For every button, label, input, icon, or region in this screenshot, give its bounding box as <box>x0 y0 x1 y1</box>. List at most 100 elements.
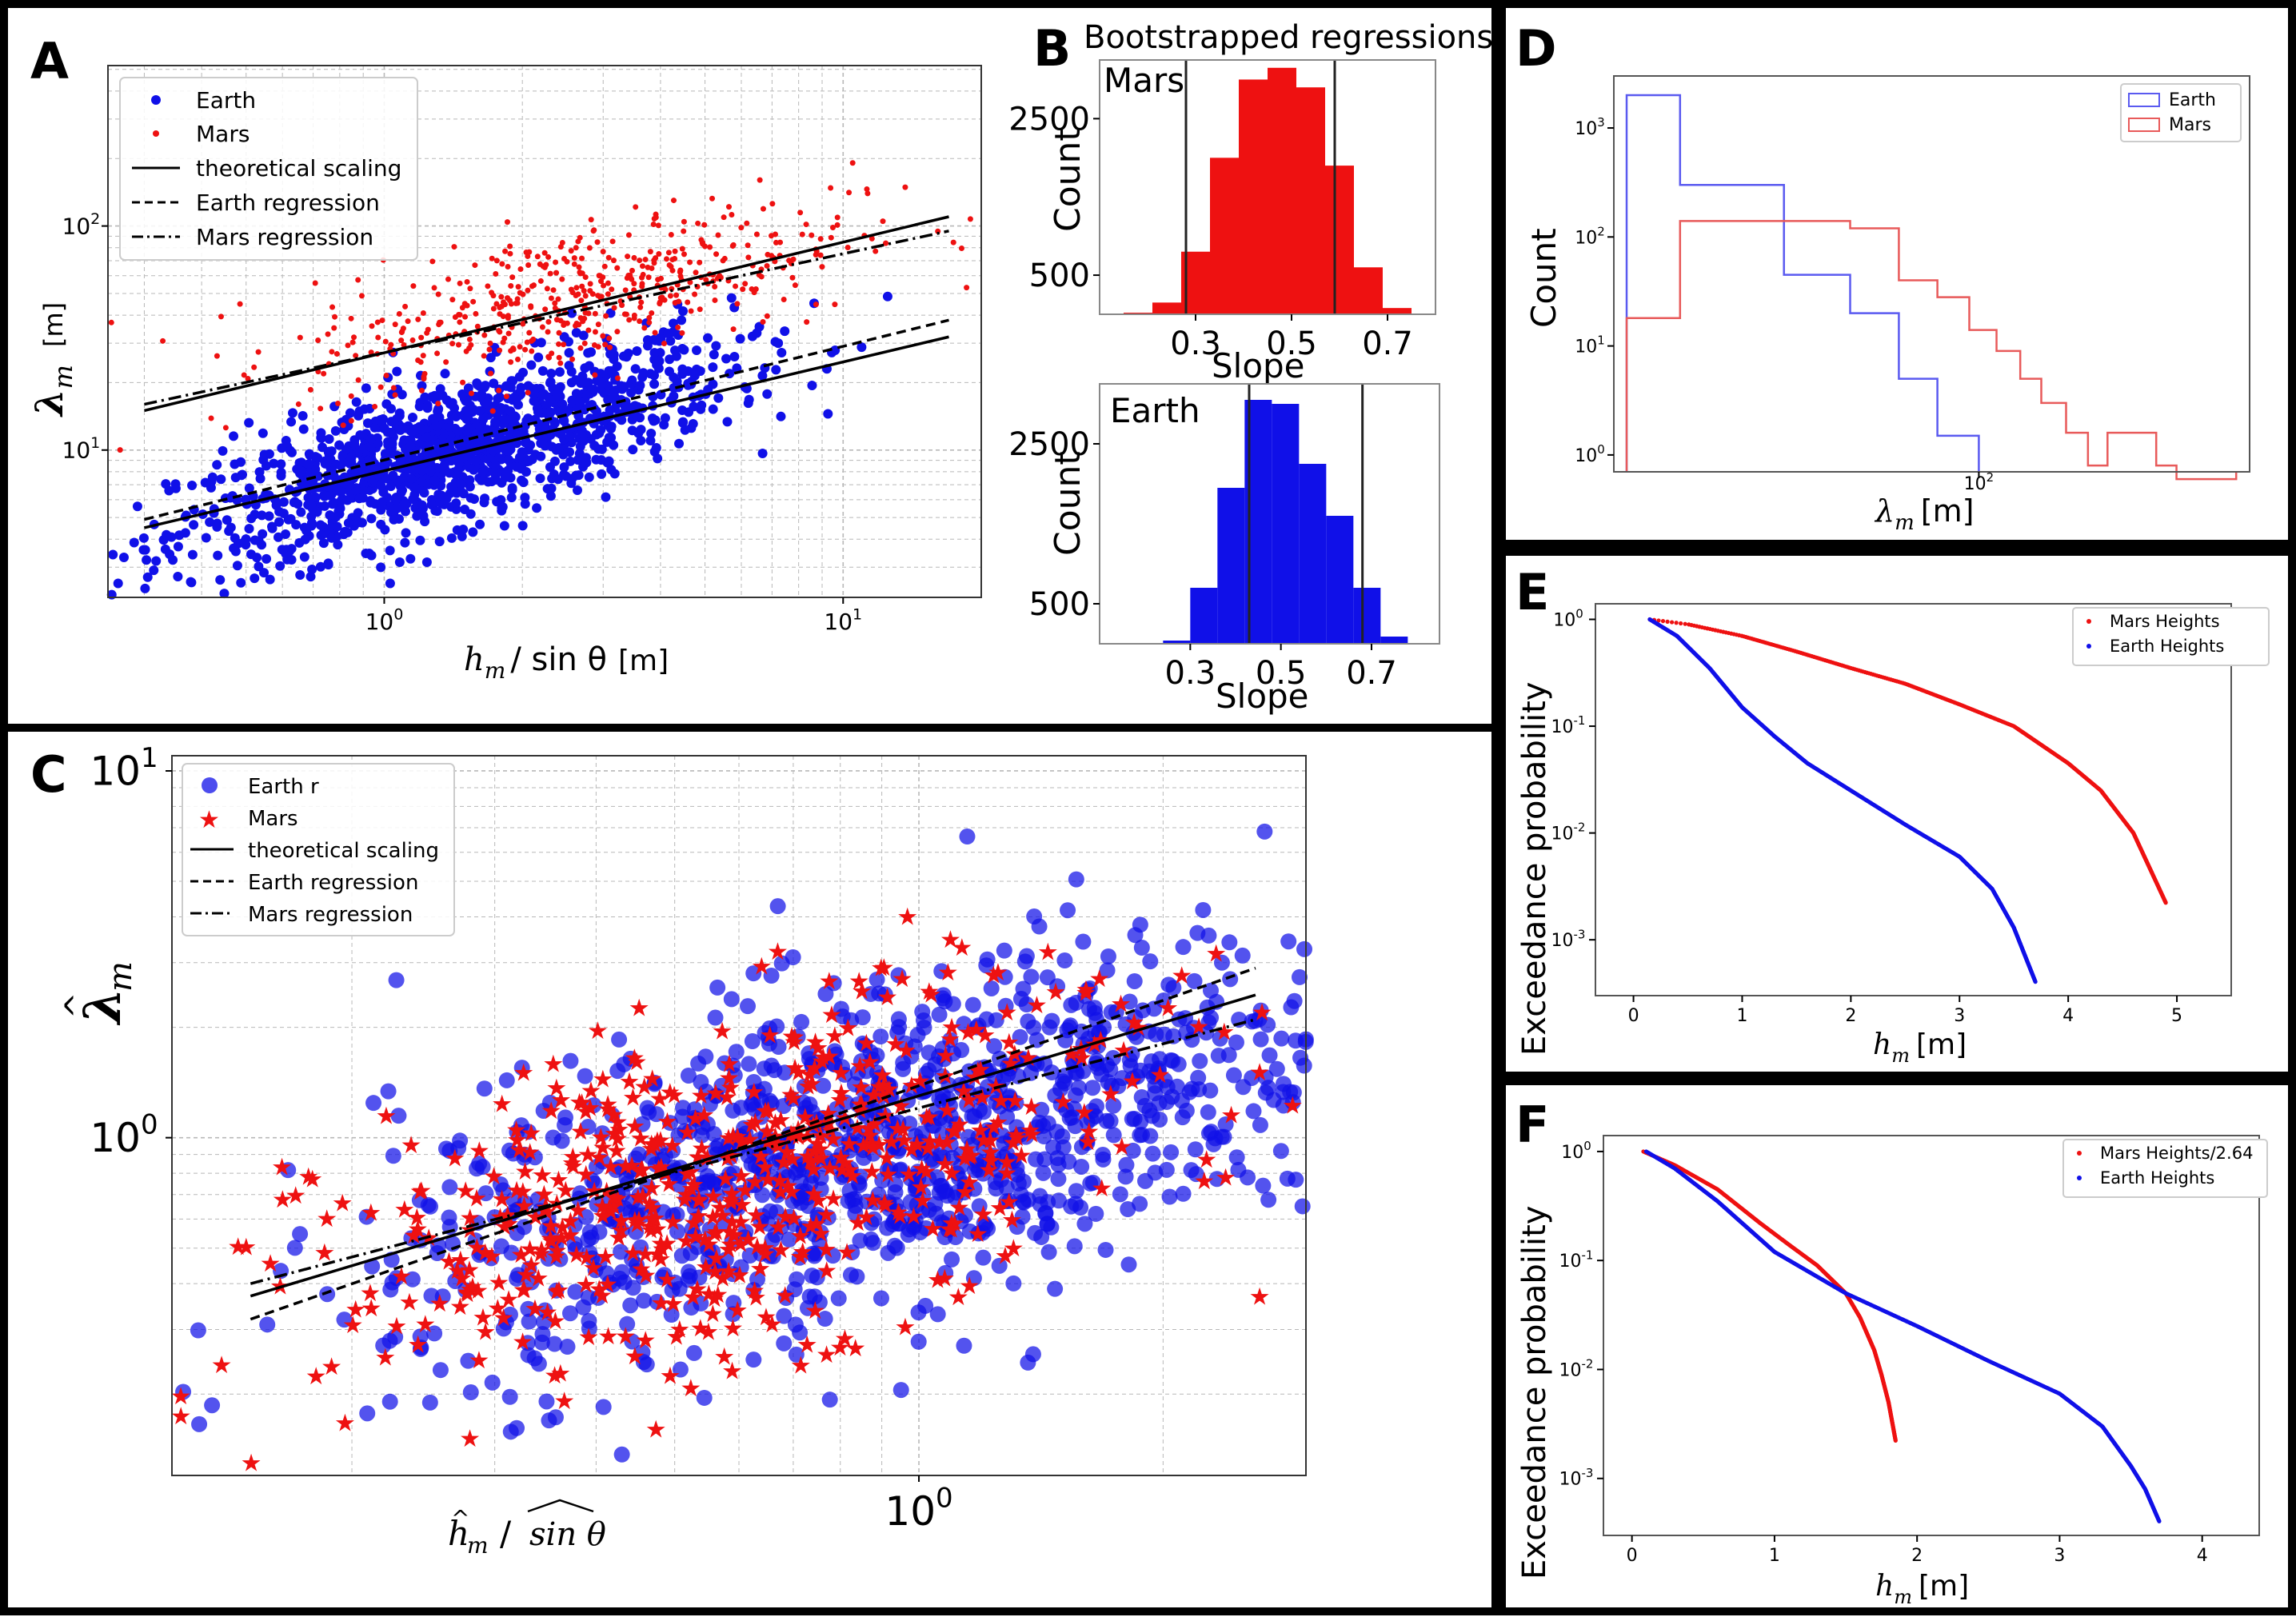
chart-a-point-earth <box>299 552 309 562</box>
chart-a-point-earth <box>389 514 399 525</box>
chart-a-ytick-label: 101 <box>62 434 101 464</box>
chart-a-point-mars <box>676 298 682 305</box>
chart-a-point-earth <box>545 462 555 473</box>
chart-a-point-mars <box>542 306 549 313</box>
chart-a-point-mars <box>707 244 713 250</box>
chart-a-point-earth <box>232 561 242 571</box>
chart-a-point-mars <box>464 278 470 285</box>
chart-a-point-earth <box>300 534 310 545</box>
chart-a-point-earth <box>305 572 316 582</box>
chart-a-point-mars <box>734 301 741 307</box>
chart-c-point-earth <box>1018 948 1035 964</box>
chart-a-point-earth <box>564 361 574 371</box>
chart-c-point-mars: ★ <box>996 1148 1017 1176</box>
chart-a-legend-theory: theoretical scaling <box>196 155 401 182</box>
chart-b-earth-bars <box>1136 400 1408 644</box>
chart-c-point-mars: ★ <box>669 1316 690 1344</box>
chart-a-point-mars <box>577 345 584 351</box>
chart-a-point-earth <box>554 367 565 377</box>
chart-c-point-earth <box>190 1322 206 1339</box>
chart-a-point-earth <box>762 389 773 399</box>
chart-a-point-mars <box>382 338 389 345</box>
chart-a-point-mars <box>490 305 497 312</box>
chart-a-point-earth <box>296 507 306 517</box>
chart-a-point-mars <box>540 263 546 270</box>
chart-d-xlabel: λm [m] <box>1874 493 1974 535</box>
chart-c-legend-marsreg: Mars regression <box>248 903 413 927</box>
chart-b-mars-bar <box>1152 302 1181 314</box>
chart-c-point-earth <box>1040 1244 1057 1260</box>
chart-a-point-mars <box>667 293 673 299</box>
chart-a-point-mars <box>649 265 655 271</box>
chart-a-point-earth <box>230 473 241 483</box>
chart-d-ytick-label-base: 10 <box>1575 446 1597 466</box>
chart-a-point-earth <box>604 456 614 466</box>
chart-a-point-earth <box>432 506 442 517</box>
chart-c-point-earth <box>1200 1104 1216 1120</box>
chart-c-point-mars: ★ <box>690 1082 712 1110</box>
chart-a-point-mars <box>605 280 611 286</box>
chart-a-point-mars <box>208 415 214 421</box>
chart-a-point-mars <box>637 304 644 310</box>
chart-c-point-mars: ★ <box>784 1024 805 1052</box>
chart-c-point-mars: ★ <box>1171 962 1192 990</box>
chart-c-point-earth <box>1256 823 1273 840</box>
chart-a-point-mars <box>849 160 856 166</box>
chart-c-ytick-label-exp: 1 <box>141 742 158 774</box>
chart-c-point-mars: ★ <box>849 968 870 996</box>
chart-a-point-mars <box>545 254 552 260</box>
chart-a-point-mars <box>508 283 514 289</box>
chart-a-point-earth <box>401 528 411 538</box>
chart-a-point-mars <box>579 283 585 289</box>
chart-a-point-mars <box>697 306 703 313</box>
chart-a-point-earth <box>689 370 700 381</box>
chart-a-point-earth <box>373 438 383 449</box>
chart-a-point-mars <box>721 214 727 221</box>
chart-c-point-earth <box>1273 1030 1290 1047</box>
chart-a-point-mars <box>355 277 361 283</box>
chart-a-point-mars <box>712 283 718 289</box>
chart-a-point-mars <box>514 296 521 302</box>
chart-a-point-earth <box>288 408 298 418</box>
frame-e <box>1498 548 2296 1080</box>
chart-a-line-solid <box>144 215 949 413</box>
chart-c: ★★ ★★★★★★★★★★★★★★★★★★★★★★★★★★★★★★★★★★★★★★… <box>59 742 1314 1559</box>
chart-a-point-mars <box>681 251 687 258</box>
chart-a-point-mars <box>777 239 784 246</box>
chart-a-point-mars <box>517 344 523 350</box>
chart-a-point-mars <box>864 190 871 197</box>
chart-c-point-mars: ★ <box>808 1035 829 1063</box>
chart-a-point-mars <box>642 257 649 263</box>
chart-a-point-earth <box>138 533 149 543</box>
chart-c-point-mars: ★ <box>1001 1207 1023 1235</box>
chart-c-point-earth <box>740 998 757 1015</box>
chart-a-point-mars <box>803 222 809 228</box>
chart-a-point-earth <box>567 473 577 484</box>
chart-a-point-mars <box>449 297 456 303</box>
chart-a-point-mars <box>664 256 670 262</box>
chart-c-point-earth <box>613 1446 630 1463</box>
chart-d-legend: Earth Mars <box>2120 83 2242 142</box>
chart-b-mars-ytick-label: 500 <box>1029 258 1090 294</box>
chart-a-point-earth <box>729 352 740 362</box>
chart-a-point-mars <box>487 340 493 346</box>
chart-a-point-mars <box>449 341 456 347</box>
chart-a-point-earth <box>636 436 646 446</box>
chart-a-point-earth <box>354 493 365 504</box>
chart-a-point-earth <box>597 469 607 479</box>
chart-a-point-mars <box>375 334 381 341</box>
panel-letter-d: D <box>1515 19 1556 78</box>
chart-c-point-mars: ★ <box>589 1144 610 1172</box>
chart-c-point-mars: ★ <box>629 994 650 1022</box>
chart-a-point-earth <box>559 462 569 473</box>
chart-a-point-earth <box>366 513 377 524</box>
chart-a-point-mars <box>601 263 608 270</box>
chart-c-point-mars: ★ <box>513 1059 534 1087</box>
chart-a-point-mars <box>547 270 553 277</box>
chart-a-point-earth <box>616 381 626 391</box>
chart-a-point-earth <box>697 400 707 410</box>
chart-a-point-earth <box>493 453 503 463</box>
